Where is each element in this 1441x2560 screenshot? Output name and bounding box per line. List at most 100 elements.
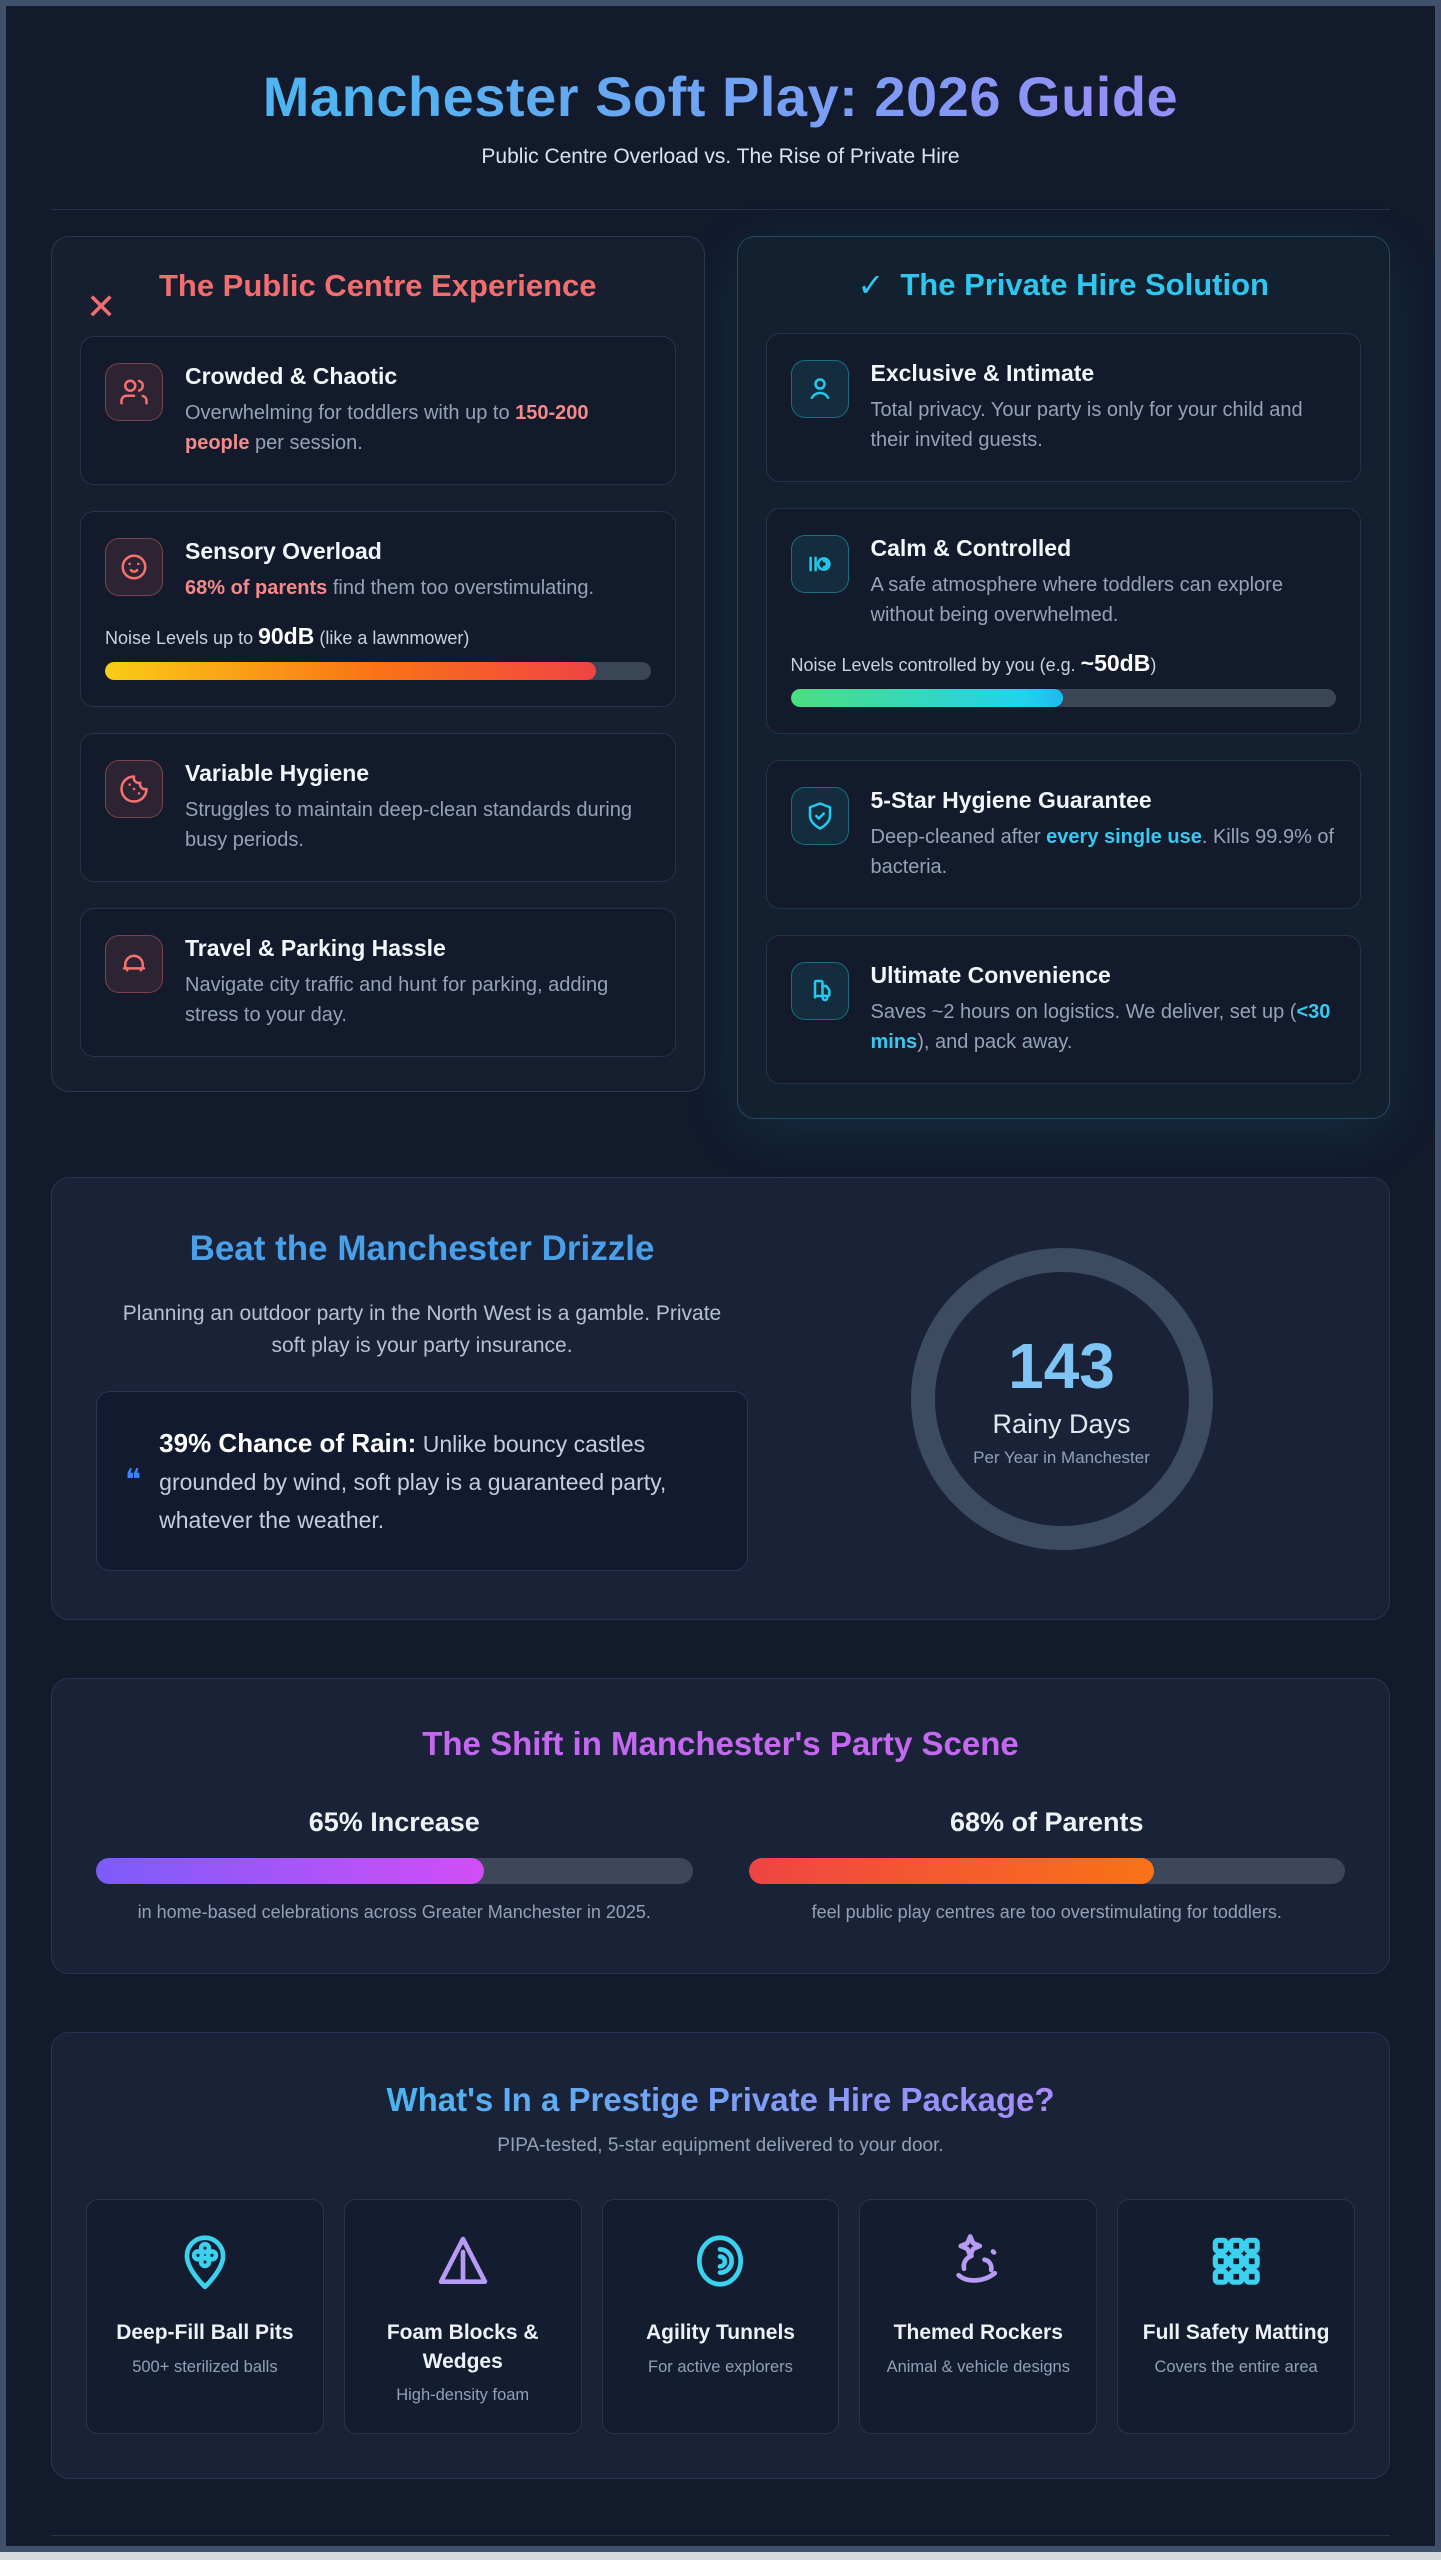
list-item: Ultimate Convenience Saves ~2 hours on l…: [765, 935, 1361, 1084]
item-description: Struggles to maintain deep-clean standar…: [185, 798, 632, 851]
party-scene-section: The Shift in Manchester's Party Scene 65…: [51, 1678, 1390, 1975]
ball-pit-pin-icon: [174, 2230, 236, 2297]
stat-bar-fill: [96, 1858, 484, 1885]
rainy-days-stat: 143 Rainy Days Per Year in Manchester: [778, 1247, 1345, 1550]
foam-wedge-icon: [432, 2230, 494, 2297]
dizzy-face-icon: [105, 537, 163, 596]
hygiene-icon: [105, 759, 163, 818]
agility-tunnel-icon: [689, 2230, 751, 2297]
package-item-foam-blocks: Foam Blocks & Wedges High-density foam: [343, 2199, 582, 2435]
check-icon: ✓: [857, 267, 885, 303]
package-item-safety-matting: Full Safety Matting Covers the entire ar…: [1117, 2199, 1355, 2435]
package-section: What's In a Prestige Private Hire Packag…: [51, 2032, 1390, 2480]
parents-stat: 68% of Parents feel public play centres …: [748, 1807, 1345, 1923]
list-item: Variable Hygiene Struggles to maintain d…: [80, 732, 676, 882]
weather-section: Beat the Manchester Drizzle Planning an …: [51, 1177, 1390, 1621]
item-title: Travel & Parking Hassle: [185, 934, 446, 961]
item-description: Total privacy. Your party is only for yo…: [870, 399, 1303, 451]
private-panel-header: ✓ The Private Hire Solution: [766, 267, 1362, 303]
item-title: Exclusive & Intimate: [870, 360, 1095, 386]
public-panel-header: The Public Centre Experience: [80, 267, 676, 306]
stat-label: 65% Increase: [308, 1807, 480, 1838]
list-item: Calm & Controlled A safe atmosphere wher…: [765, 508, 1361, 734]
noise-meter-fill: [105, 661, 596, 680]
item-description: A safe atmosphere where toddlers can exp…: [870, 574, 1283, 626]
noise-meter-label: Noise Levels controlled by you (e.g. ~50…: [790, 650, 1157, 676]
item-title: Sensory Overload: [185, 537, 382, 564]
crowd-users-icon: [105, 362, 163, 421]
package-item-caption: Covers the entire area: [1154, 2357, 1318, 2376]
x-icon: ✕: [86, 286, 117, 327]
item-description: Deep-cleaned after every single use. Kil…: [870, 826, 1335, 878]
weather-heading: Beat the Manchester Drizzle: [189, 1229, 655, 1268]
private-panel-title: The Private Hire Solution: [900, 267, 1269, 302]
item-description: Navigate city traffic and hunt for parki…: [185, 973, 609, 1026]
weather-copy: Beat the Manchester Drizzle Planning an …: [96, 1226, 749, 1572]
rainy-days-sublabel: Per Year in Manchester: [973, 1448, 1150, 1468]
list-item: Sensory Overload 68% of parents find the…: [80, 510, 676, 707]
rain-quote-card: ❝ 39% Chance of Rain: Unlike bouncy cast…: [96, 1390, 749, 1572]
volume-dial-icon: [790, 535, 849, 593]
stat-label: 68% of Parents: [949, 1807, 1144, 1838]
item-description: Saves ~2 hours on logistics. We deliver,…: [870, 1001, 1331, 1053]
footer: prestigepartycastles.co.uk Manchester's …: [6, 2535, 1435, 2546]
rocking-horse-icon: [947, 2230, 1009, 2297]
package-item-title: Agility Tunnels: [646, 2321, 795, 2345]
header-divider: [51, 209, 1390, 210]
package-item-themed-rockers: Themed Rockers Animal & vehicle designs: [859, 2199, 1098, 2435]
stat-caption: in home-based celebrations across Greate…: [137, 1902, 651, 1923]
item-title: 5-Star Hygiene Guarantee: [870, 787, 1152, 813]
package-item-title: Full Safety Matting: [1142, 2321, 1330, 2345]
quote-icon: ❝: [125, 1463, 142, 1497]
private-hire-panel: ✓ The Private Hire Solution Exclusive & …: [736, 236, 1390, 1119]
noise-meter-label: Noise Levels up to 90dB (like a lawnmowe…: [105, 622, 470, 649]
rainy-days-value: 143: [1008, 1330, 1115, 1403]
header: Manchester Soft Play: 2026 Guide Public …: [6, 6, 1435, 169]
list-item: 5-Star Hygiene Guarantee Deep-cleaned af…: [765, 760, 1361, 909]
list-item: Travel & Parking Hassle Navigate city tr…: [80, 907, 676, 1057]
item-title: Ultimate Convenience: [870, 962, 1111, 988]
package-item-ball-pits: Deep-Fill Ball Pits 500+ sterilized ball…: [86, 2199, 324, 2435]
safety-mat-grid-icon: [1205, 2230, 1267, 2297]
rain-quote-text: 39% Chance of Rain: Unlike bouncy castle…: [159, 1427, 667, 1534]
package-item-caption: Animal & vehicle designs: [886, 2357, 1070, 2376]
user-icon: [790, 360, 849, 418]
package-heading: What's In a Prestige Private Hire Packag…: [386, 2081, 1055, 2119]
item-title: Calm & Controlled: [870, 535, 1072, 561]
noise-meter: Noise Levels controlled by you (e.g. ~50…: [790, 650, 1336, 707]
package-item-agility-tunnels: Agility Tunnels For active explorers: [601, 2199, 840, 2435]
item-description: Overwhelming for toddlers with up to 150…: [185, 401, 589, 454]
footer-divider: [51, 2535, 1390, 2537]
shield-check-icon: [790, 787, 849, 845]
page-subtitle: Public Centre Overload vs. The Rise of P…: [481, 145, 960, 168]
stat-caption: feel public play centres are too oversti…: [811, 1902, 1282, 1923]
package-item-caption: 500+ sterilized balls: [132, 2357, 278, 2376]
stat-bar-track: [96, 1858, 693, 1885]
package-subtitle: PIPA-tested, 5-star equipment delivered …: [497, 2135, 944, 2157]
stat-bar-track: [748, 1858, 1345, 1885]
page-title: Manchester Soft Play: 2026 Guide: [262, 65, 1179, 128]
comparison-section: ✕ The Public Centre Experience Crowded &…: [51, 236, 1390, 1119]
home-celebrations-stat: 65% Increase in home-based celebrations …: [96, 1807, 693, 1923]
car-icon: [105, 934, 163, 993]
rainy-days-label: Rainy Days: [992, 1409, 1131, 1440]
noise-meter-fill: [790, 689, 1064, 707]
public-panel-title: The Public Centre Experience: [158, 268, 597, 303]
item-title: Crowded & Chaotic: [185, 362, 398, 389]
public-centre-panel: ✕ The Public Centre Experience Crowded &…: [51, 236, 705, 1092]
package-item-title: Foam Blocks & Wedges: [386, 2321, 539, 2373]
item-title: Variable Hygiene: [185, 759, 370, 786]
noise-meter-track: [790, 689, 1336, 707]
stat-bar-fill: [748, 1858, 1155, 1885]
item-description: 68% of parents find them too overstimula…: [185, 576, 595, 599]
delivery-truck-icon: [790, 962, 849, 1020]
package-item-title: Deep-Fill Ball Pits: [116, 2321, 294, 2345]
list-item: Exclusive & Intimate Total privacy. Your…: [765, 333, 1361, 482]
weather-lead: Planning an outdoor party in the North W…: [122, 1301, 722, 1358]
party-scene-heading: The Shift in Manchester's Party Scene: [422, 1725, 1019, 1763]
package-item-caption: For active explorers: [648, 2357, 793, 2376]
stat-ring: 143 Rainy Days Per Year in Manchester: [910, 1247, 1213, 1550]
noise-meter-track: [105, 661, 651, 680]
package-item-caption: High-density foam: [396, 2386, 530, 2405]
